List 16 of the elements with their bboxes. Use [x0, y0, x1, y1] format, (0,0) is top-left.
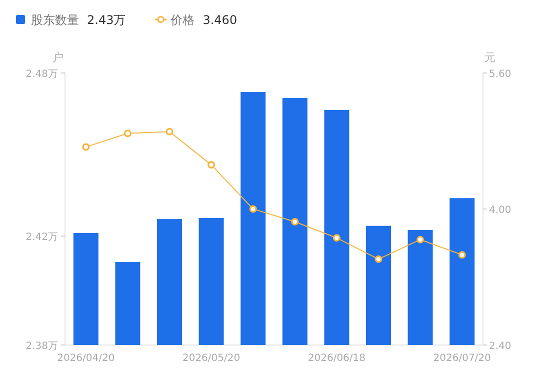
text: 3.460 — [202, 13, 238, 27]
y-axis-title: 户 — [52, 51, 64, 64]
y-tick-label: 2.38万 — [26, 341, 58, 352]
y2-tick-label: 4.00 — [489, 205, 512, 216]
y2-tick-label: 5.60 — [489, 69, 512, 80]
x-tick-label: 2026/05/20 — [182, 353, 240, 364]
x-tick-label: 2026/04/20 — [57, 353, 115, 364]
y2-tick-label: 2.40 — [489, 341, 512, 352]
x-tick-label: 2026/07/20 — [433, 353, 491, 364]
legend-label: 股东数量 — [31, 13, 79, 27]
x-tick-label: 2026/06/18 — [308, 353, 366, 364]
text: 2.43万 — [87, 13, 126, 27]
y-tick-label: 2.42万 — [26, 232, 58, 244]
y2-axis-title: 元 — [484, 51, 496, 64]
y-tick-label: 2.48万 — [26, 69, 58, 80]
legend-label: 价格 — [170, 13, 195, 27]
